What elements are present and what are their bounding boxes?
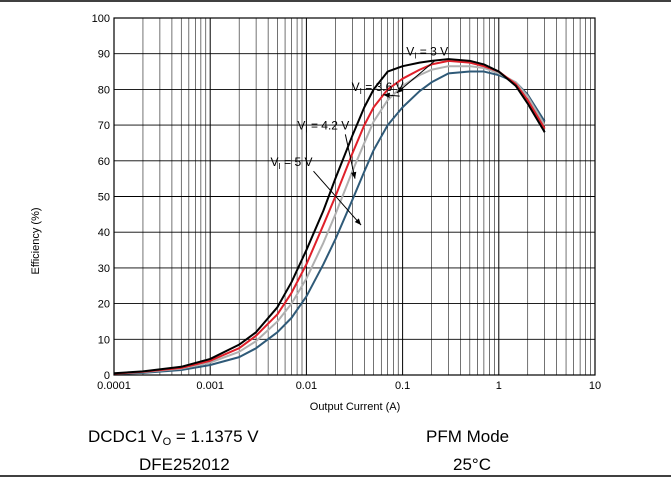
y-tick-label: 80 (98, 84, 110, 96)
x-axis-title: Output Current (A) (309, 401, 401, 413)
y-tick-label: 40 (98, 227, 110, 239)
annotation-label-3: VI = 5 V (271, 155, 313, 171)
caption-mode: PFM Mode (426, 427, 510, 446)
annotation-arrow-0 (396, 60, 436, 94)
y-tick-label: 30 (98, 263, 110, 275)
caption-inductor: DFE252012 (139, 455, 230, 474)
y-tick-label: 60 (98, 156, 110, 168)
y-tick-label: 70 (98, 120, 110, 132)
plot-area-border (113, 17, 596, 376)
x-tick-label: 0.1 (395, 380, 410, 392)
annotation-arrow-3 (313, 170, 362, 226)
caption-output-voltage-main: DCDC1 V (88, 427, 163, 446)
tick-labels: 0 10 20 30 40 50 60 70 80 90 100 0.0001 0.001 0.01 0.1… (92, 13, 601, 392)
annotation-arrowhead-1 (383, 92, 390, 99)
caption-output-voltage-rest: = 1.1375 V (171, 427, 259, 446)
annotation-arrowhead-2 (350, 171, 357, 179)
annotation-arrowhead-3 (354, 218, 362, 226)
y-tick-label: 20 (98, 299, 110, 311)
y-axis-title: Efficiency (%) (30, 207, 42, 275)
series-line-0 (113, 58, 546, 375)
series-line-2 (113, 65, 546, 375)
series-line-3 (113, 70, 546, 375)
series-annotations: VI = 3 V VI = 3.6 V VI = 4.2 V VI = 5 V (271, 44, 448, 226)
annotation-label-0: VI = 3 V (406, 44, 448, 60)
x-tick-label: 1 (496, 380, 502, 392)
x-tick-label: 10 (589, 380, 601, 392)
annotation-arrow-2 (344, 134, 356, 179)
caption-output-voltage: DCDC1 VO = 1.1375 V (88, 427, 259, 448)
y-tick-label: 90 (98, 49, 110, 61)
caption-output-voltage-sub: O (162, 436, 172, 448)
series-line-1 (113, 59, 546, 375)
y-tick-label: 10 (98, 334, 110, 346)
series-lines (113, 58, 546, 375)
caption-temperature: 25°C (453, 455, 491, 474)
annotation-label-1: VI = 3.6 V (352, 80, 404, 96)
annotation-arrowhead-0 (396, 86, 404, 93)
annotation-label-2: VI = 4.2 V (297, 118, 349, 134)
y-tick-label: 0 (104, 370, 110, 382)
x-tick-label: 0.001 (196, 380, 224, 392)
x-tick-label: 0.0001 (97, 380, 131, 392)
grid (113, 17, 595, 376)
x-tick-label: 0.01 (296, 380, 317, 392)
y-tick-label: 100 (92, 13, 110, 25)
y-tick-label: 50 (98, 192, 110, 204)
